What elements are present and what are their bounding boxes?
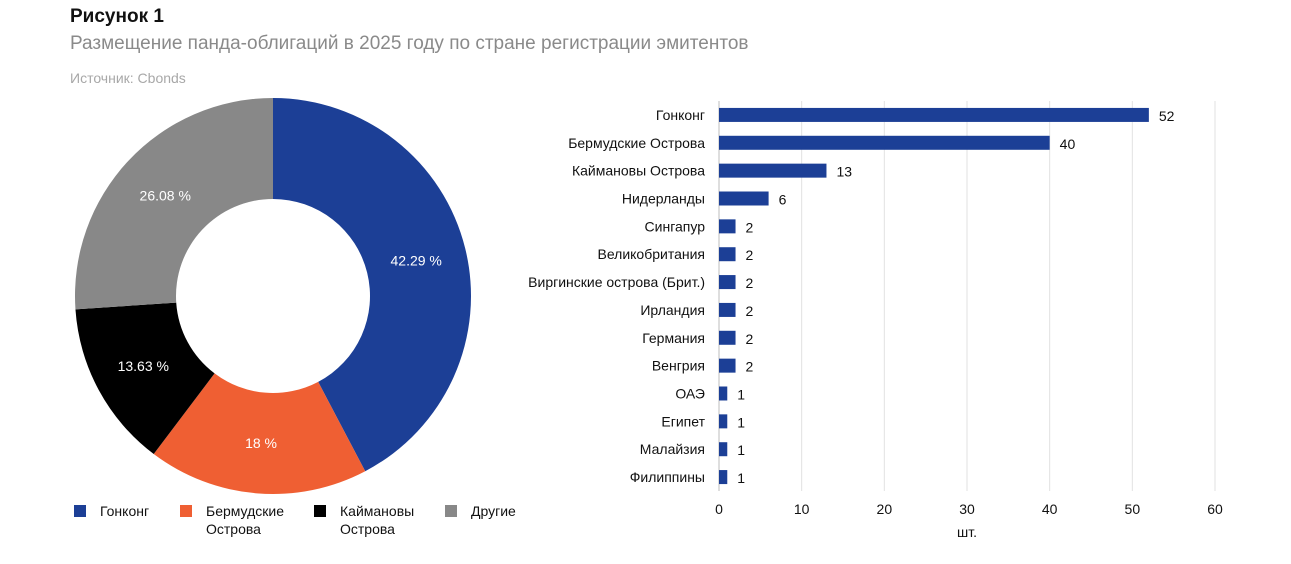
bar: [719, 358, 736, 373]
bar: [719, 135, 1050, 150]
x-tick-label: 0: [715, 501, 723, 517]
donut-slice-label: 18 %: [245, 435, 277, 451]
bar: [719, 247, 736, 262]
category-label: Гонконг: [656, 107, 705, 123]
donut-slice: [75, 98, 273, 310]
bar-value-label: 40: [1060, 136, 1076, 152]
legend-swatch: [180, 505, 192, 517]
category-label: Сингапур: [645, 218, 706, 234]
bar-value-label: 2: [746, 247, 754, 263]
donut-slice: [273, 98, 471, 472]
bar-value-label: 2: [746, 219, 754, 235]
figure-source: Источник: Cbonds: [70, 70, 186, 86]
figure-label: Рисунок 1: [70, 6, 164, 27]
legend-swatch: [314, 505, 326, 517]
legend-swatch: [445, 505, 457, 517]
legend-label: Каймановы Острова: [340, 503, 415, 537]
legend-label: Другие: [471, 503, 516, 519]
x-tick-label: 20: [877, 501, 893, 517]
donut-slice-label: 42.29 %: [391, 253, 442, 269]
category-label: Каймановы Острова: [572, 163, 705, 179]
bar-value-label: 52: [1159, 108, 1175, 124]
donut-chart: 42.29 % 18 % 13.63 % 26.08 %: [75, 98, 471, 494]
legend-label: Бермудские Острова: [206, 503, 284, 537]
bar-value-label: 2: [746, 275, 754, 291]
bar-value-label: 1: [737, 470, 745, 486]
bar: [719, 163, 827, 178]
category-label: Филиппины: [630, 469, 705, 485]
x-tick-label: 30: [959, 501, 975, 517]
bar-value-label: 1: [737, 387, 745, 403]
donut-slice-label: 26.08 %: [140, 187, 191, 203]
category-label: ОАЭ: [675, 386, 705, 402]
legend-swatch: [74, 505, 86, 517]
x-tick-label: 50: [1125, 501, 1141, 517]
legend-item-bermuda: Бермудские Острова: [180, 502, 290, 538]
bar: [719, 330, 736, 345]
category-label: Бермудские Острова: [568, 135, 705, 151]
category-label: Ирландия: [640, 302, 705, 318]
legend-item-cayman: Каймановы Острова: [314, 502, 424, 538]
legend-label: Гонконг: [100, 503, 150, 519]
x-tick-label: 40: [1042, 501, 1058, 517]
donut-slice: [75, 302, 215, 455]
bar: [719, 470, 728, 485]
bar: [719, 302, 736, 317]
bar-value-label: 13: [836, 164, 852, 180]
bar-value-label: 2: [746, 303, 754, 319]
x-tick-label: 10: [794, 501, 810, 517]
legend-item-others: Другие: [445, 502, 516, 520]
donut-slice: [153, 373, 366, 494]
x-tick-label: 60: [1207, 501, 1223, 517]
category-label: Египет: [661, 413, 705, 429]
bar-value-label: 1: [737, 442, 745, 458]
bar: [719, 442, 728, 457]
donut-slice-label: 13.63 %: [118, 358, 169, 374]
category-label: Малайзия: [640, 441, 705, 457]
bar: [719, 191, 769, 206]
x-axis-label: шт.: [957, 524, 977, 540]
figure-title: Размещение панда-облигаций в 2025 году п…: [70, 33, 749, 54]
bar-value-label: 6: [779, 192, 787, 208]
bar-value-label: 1: [737, 414, 745, 430]
category-label: Германия: [642, 330, 705, 346]
bar: [719, 275, 736, 290]
category-label: Венгрия: [652, 358, 705, 374]
category-label: Великобритания: [597, 246, 705, 262]
bar: [719, 414, 728, 429]
bar: [719, 219, 736, 234]
legend-item-hong-kong: Гонконг: [74, 502, 149, 520]
bar-value-label: 2: [746, 359, 754, 375]
bar: [719, 386, 728, 401]
bar-value-label: 2: [746, 331, 754, 347]
category-label: Нидерланды: [622, 191, 705, 207]
bar: [719, 107, 1149, 122]
